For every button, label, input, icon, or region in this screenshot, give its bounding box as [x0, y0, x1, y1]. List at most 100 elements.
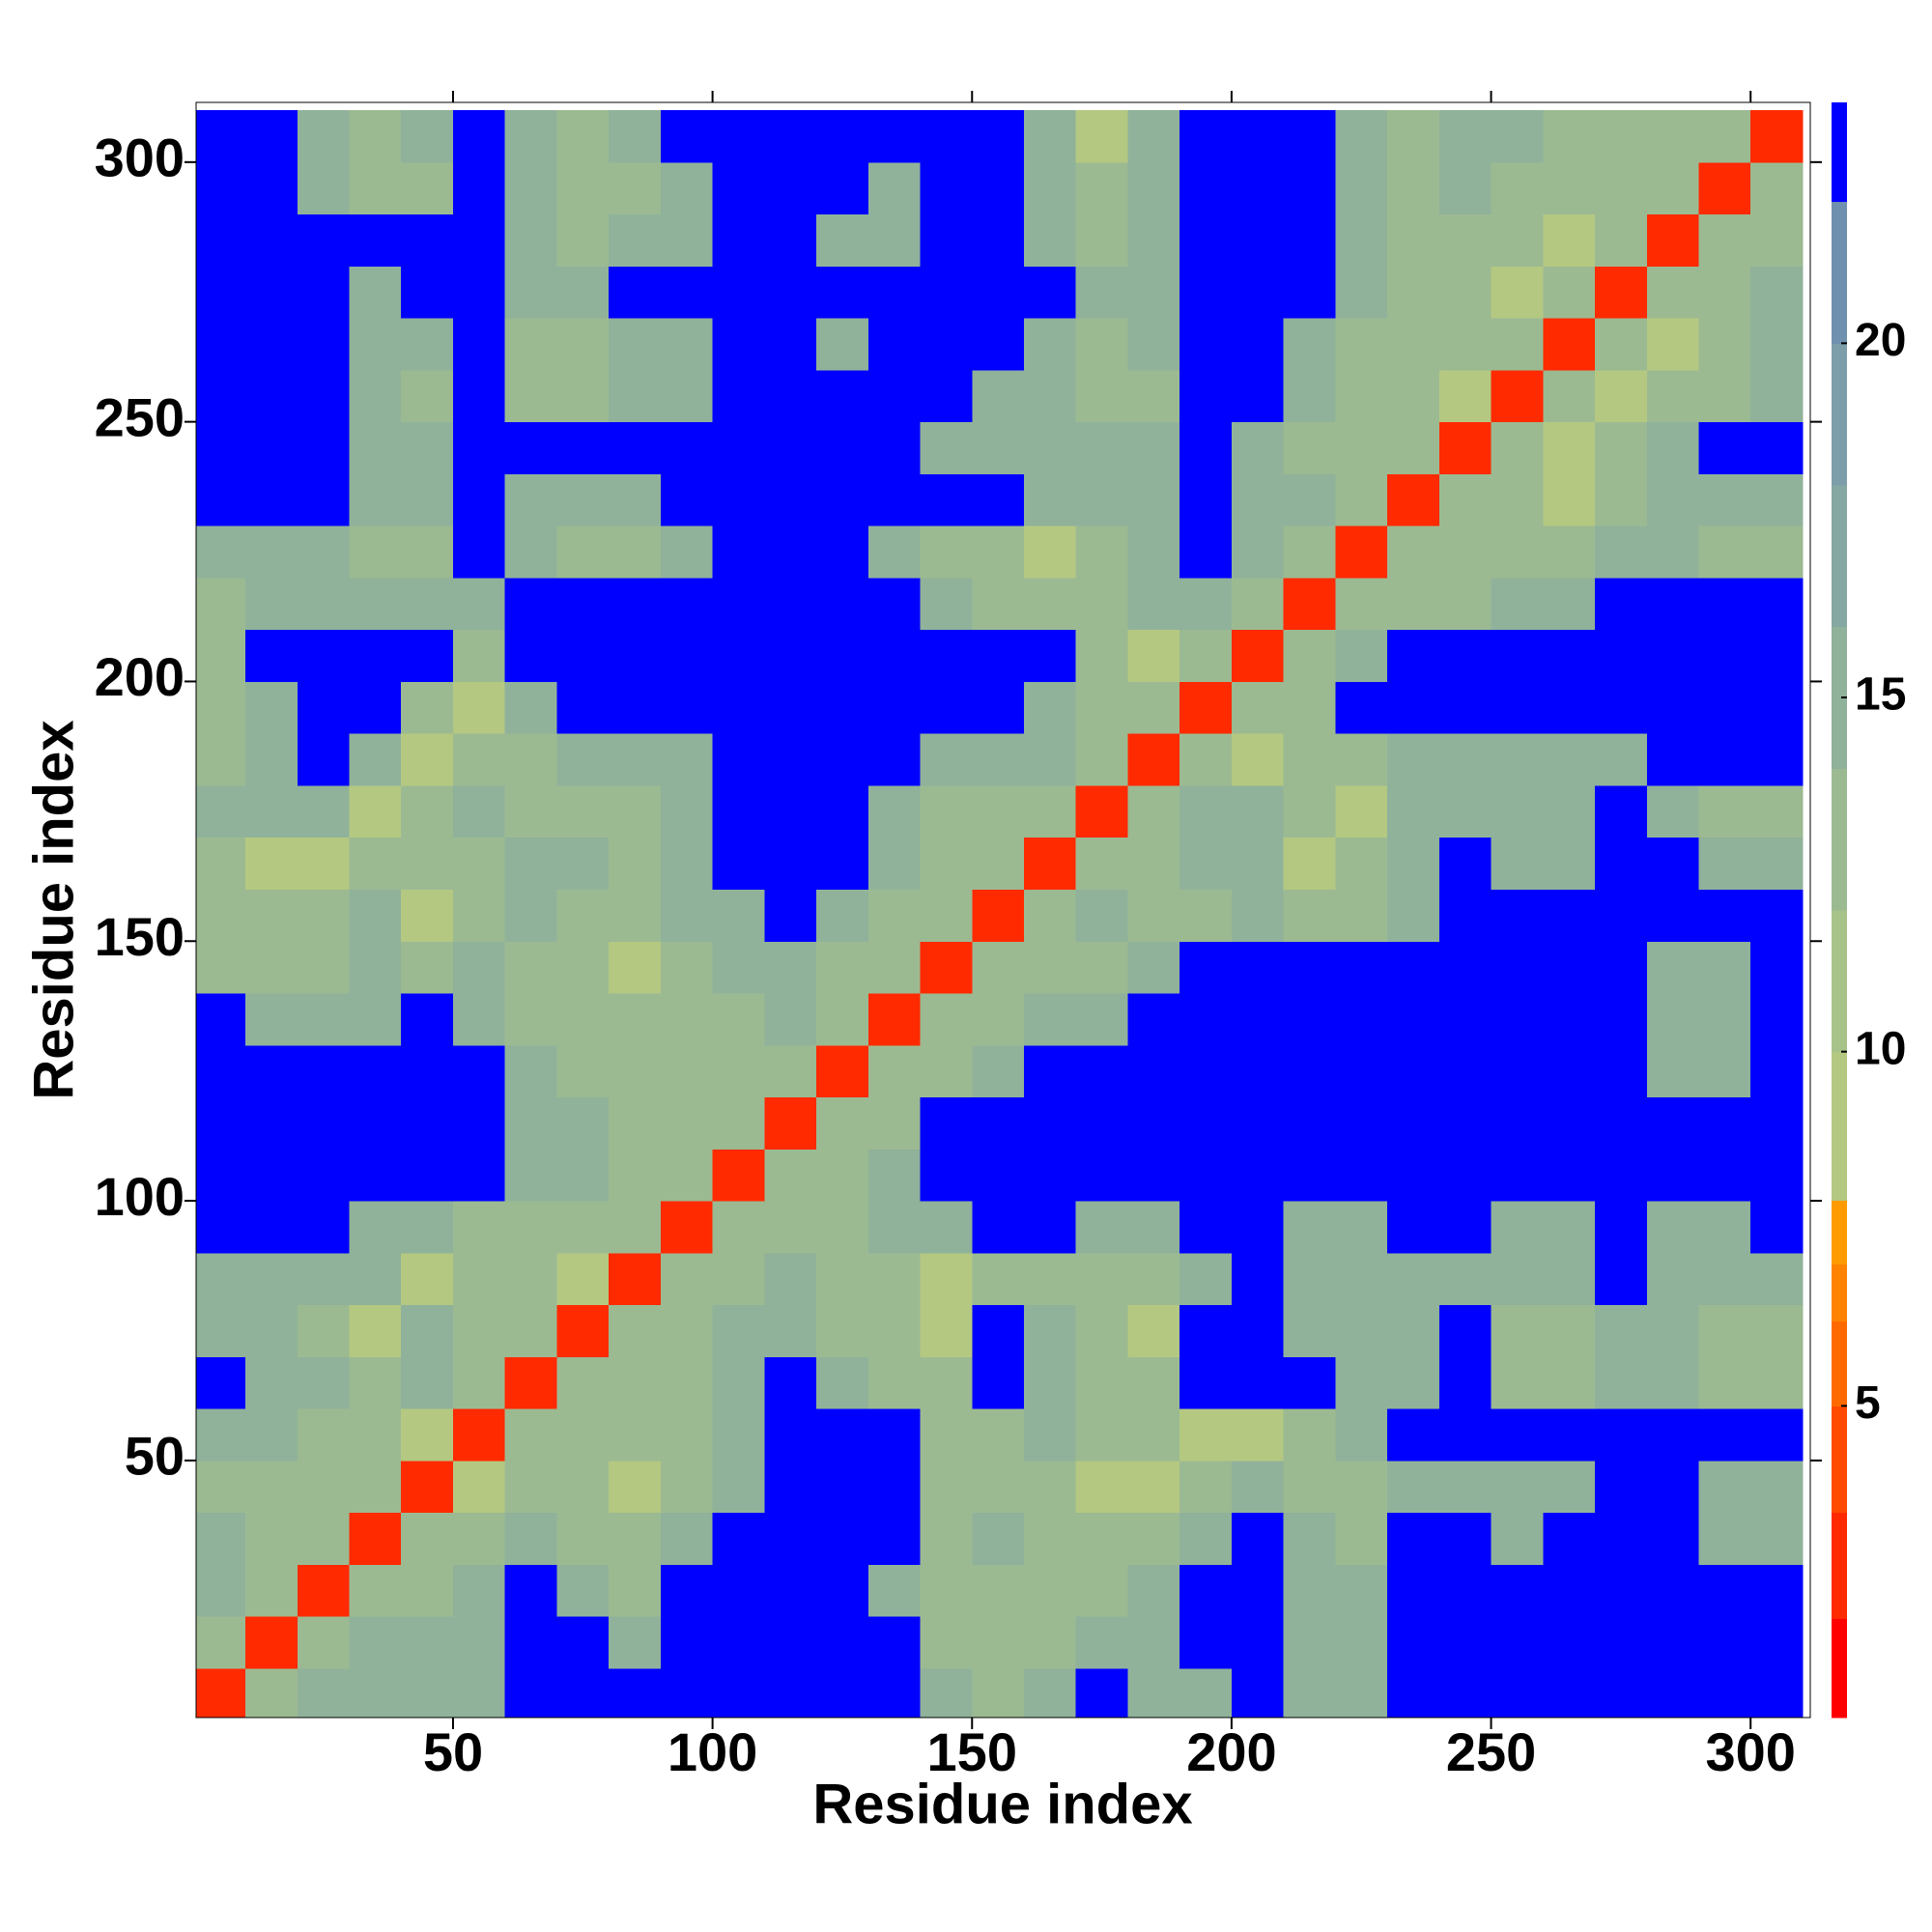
heatmap-cell	[712, 1564, 765, 1617]
heatmap-cell	[1646, 941, 1699, 994]
heatmap-cell	[712, 1149, 765, 1202]
heatmap-cell	[867, 318, 922, 371]
heatmap-cell	[556, 1616, 610, 1669]
heatmap-cell	[1335, 1201, 1388, 1254]
y-tick-label: 150	[95, 906, 185, 967]
heatmap-cell	[1127, 889, 1180, 942]
heatmap-cell	[1595, 1149, 1648, 1202]
heatmap-cell	[556, 629, 610, 682]
heatmap-cell	[609, 1616, 662, 1669]
heatmap-cell	[972, 526, 1025, 579]
heatmap-cell	[297, 318, 351, 371]
heatmap-cell	[1335, 941, 1388, 994]
heatmap-cell	[712, 266, 765, 319]
heatmap-cell	[1127, 681, 1180, 734]
heatmap-cell	[1075, 1252, 1128, 1306]
heatmap-cell	[1075, 1408, 1128, 1462]
heatmap-cell	[972, 1044, 1025, 1098]
heatmap-cell	[504, 161, 557, 215]
heatmap-cell	[1595, 1201, 1648, 1254]
heatmap-cell	[1335, 1356, 1388, 1409]
heatmap-cell	[1023, 1512, 1077, 1565]
heatmap-cell	[1750, 1564, 1804, 1617]
heatmap-cell	[1231, 473, 1285, 526]
heatmap-cell	[1127, 1201, 1180, 1254]
plot-frame	[195, 101, 1811, 1719]
heatmap-cell	[972, 1460, 1025, 1514]
heatmap-cell	[297, 733, 351, 786]
heatmap-cell	[1438, 1096, 1492, 1150]
heatmap-cell	[349, 369, 402, 423]
heatmap-cell	[1179, 784, 1233, 838]
heatmap-cell	[1438, 421, 1492, 474]
heatmap-cell	[1335, 681, 1388, 734]
heatmap-cell	[867, 1408, 922, 1462]
heatmap-cell	[1438, 1564, 1492, 1617]
heatmap-cell	[556, 941, 610, 994]
heatmap-cell	[660, 1044, 714, 1098]
heatmap-cell	[1750, 577, 1804, 631]
heatmap-cell	[196, 369, 246, 423]
heatmap-cell	[609, 421, 662, 474]
heatmap-cell	[401, 1252, 454, 1306]
heatmap-cell	[1646, 161, 1699, 215]
heatmap-cell	[1595, 889, 1648, 942]
heatmap-cell	[660, 889, 714, 942]
heatmap-cell	[452, 213, 506, 267]
heatmap-cell	[1387, 1201, 1440, 1254]
heatmap-cell	[972, 681, 1025, 734]
heatmap-cell	[556, 889, 610, 942]
heatmap-cell	[1438, 1512, 1492, 1565]
heatmap-cell	[556, 110, 610, 163]
heatmap-cell	[196, 941, 246, 994]
heatmap-cell	[609, 110, 662, 163]
heatmap-cell	[660, 1201, 714, 1254]
heatmap-cell	[1283, 1044, 1336, 1098]
heatmap-cell	[1438, 733, 1492, 786]
heatmap-cell	[1438, 837, 1492, 890]
heatmap-cell	[867, 784, 922, 838]
heatmap-cell	[349, 1564, 402, 1617]
heatmap-cell	[1023, 941, 1077, 994]
heatmap-cell	[1387, 681, 1440, 734]
heatmap-cell	[1387, 526, 1440, 579]
heatmap-cell	[1387, 161, 1440, 215]
heatmap-cell	[349, 1408, 402, 1462]
heatmap-cell	[196, 629, 246, 682]
heatmap-cell	[1179, 1201, 1233, 1254]
heatmap-cell	[556, 266, 610, 319]
heatmap-cell	[867, 1096, 922, 1150]
heatmap-cell	[401, 837, 454, 890]
heatmap-cell	[1698, 837, 1751, 890]
heatmap-cell	[245, 993, 298, 1046]
heatmap-cell	[660, 1149, 714, 1202]
heatmap-cell	[556, 1044, 610, 1098]
heatmap-cell	[609, 1252, 662, 1306]
heatmap-cell	[1438, 681, 1492, 734]
heatmap-cell	[1335, 1616, 1388, 1669]
heatmap-cell	[764, 993, 817, 1046]
heatmap-cell	[816, 110, 869, 163]
heatmap-cell	[1335, 733, 1388, 786]
heatmap-cell	[452, 1356, 506, 1409]
heatmap-cell	[1595, 784, 1648, 838]
heatmap-cell	[660, 993, 714, 1046]
heatmap-cell	[1387, 993, 1440, 1046]
heatmap-cell	[1075, 1304, 1128, 1357]
heatmap-cell	[1023, 1356, 1077, 1409]
heatmap-cell	[297, 1304, 351, 1357]
heatmap-cell	[1646, 1564, 1699, 1617]
heatmap-cell	[556, 577, 610, 631]
heatmap-cell	[660, 681, 714, 734]
heatmap-cell	[764, 629, 817, 682]
heatmap-cell	[920, 110, 973, 163]
heatmap-cell	[1179, 1252, 1233, 1306]
heatmap-cell	[1127, 1667, 1180, 1718]
heatmap-cell	[972, 837, 1025, 890]
heatmap-cell	[1438, 369, 1492, 423]
heatmap-cell	[452, 318, 506, 371]
heatmap-cell	[504, 1096, 557, 1150]
heatmap-cell	[1335, 784, 1388, 838]
x-tick-label: 300	[1705, 1721, 1795, 1782]
heatmap-cell	[297, 784, 351, 838]
